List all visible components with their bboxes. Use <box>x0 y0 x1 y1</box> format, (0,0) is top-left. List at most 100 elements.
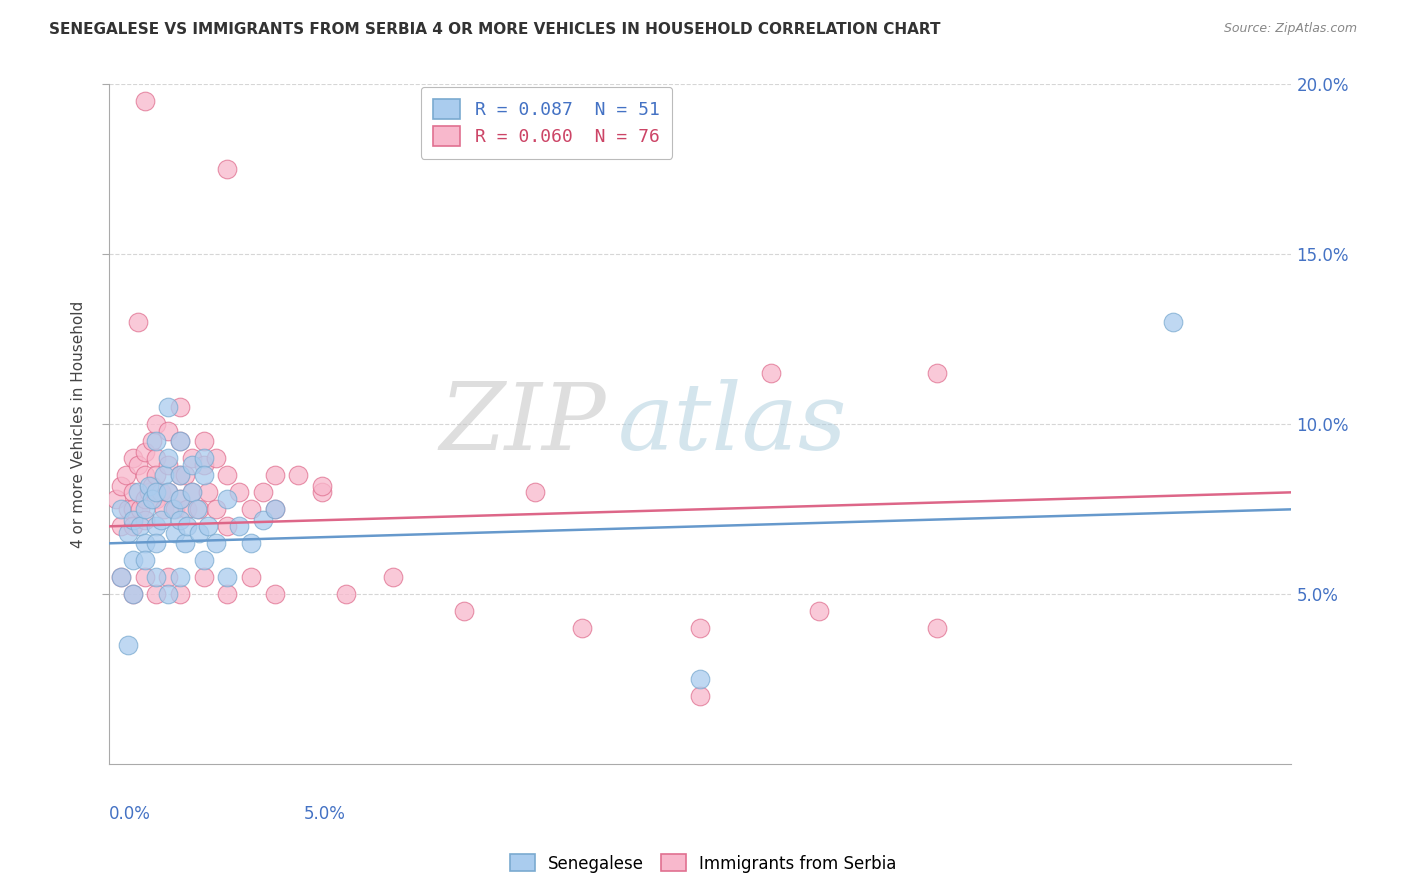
Point <box>311 485 333 500</box>
Point <box>152 502 174 516</box>
Text: SENEGALESE VS IMMIGRANTS FROM SERBIA 4 OR MORE VEHICLES IN HOUSEHOLD CORRELATION: SENEGALESE VS IMMIGRANTS FROM SERBIA 4 O… <box>49 22 941 37</box>
Point <box>145 485 167 500</box>
Point <box>173 536 195 550</box>
Point <box>240 502 263 516</box>
Point <box>186 502 208 516</box>
Point <box>121 519 143 533</box>
Point <box>761 367 783 381</box>
Point <box>188 526 211 541</box>
Point <box>162 502 184 516</box>
Point <box>141 434 163 449</box>
Point <box>110 519 132 533</box>
Point <box>311 478 333 492</box>
Point <box>263 502 285 516</box>
Point <box>1161 315 1184 329</box>
Point <box>121 485 143 500</box>
Point <box>204 451 226 466</box>
Point <box>204 502 226 516</box>
Point <box>134 536 156 550</box>
Legend: Senegalese, Immigrants from Serbia: Senegalese, Immigrants from Serbia <box>503 847 903 880</box>
Point <box>169 434 191 449</box>
Point <box>127 458 149 472</box>
Point <box>169 587 191 601</box>
Point <box>157 401 180 415</box>
Point <box>145 570 167 584</box>
Point <box>263 502 285 516</box>
Point <box>240 536 263 550</box>
Point <box>925 621 948 635</box>
Point <box>240 570 263 584</box>
Point <box>145 451 167 466</box>
Point <box>157 485 180 500</box>
Point <box>193 468 215 483</box>
Point <box>381 570 404 584</box>
Point <box>127 485 149 500</box>
Point <box>169 401 191 415</box>
Point <box>180 485 202 500</box>
Point <box>141 492 163 507</box>
Point <box>150 485 173 500</box>
Point <box>110 570 132 584</box>
Point <box>145 468 167 483</box>
Point <box>150 512 173 526</box>
Point <box>145 519 167 533</box>
Point <box>217 587 239 601</box>
Point <box>105 492 128 507</box>
Point <box>287 468 309 483</box>
Point <box>157 451 180 466</box>
Point <box>157 570 180 584</box>
Point <box>217 570 239 584</box>
Point <box>134 502 156 516</box>
Point <box>176 519 198 533</box>
Point <box>152 468 174 483</box>
Point <box>165 526 187 541</box>
Point <box>217 519 239 533</box>
Point <box>807 604 830 618</box>
Point <box>157 458 180 472</box>
Point <box>128 519 150 533</box>
Point <box>169 512 191 526</box>
Point <box>176 502 198 516</box>
Point <box>689 621 711 635</box>
Point <box>217 492 239 507</box>
Point <box>335 587 357 601</box>
Point <box>138 485 160 500</box>
Point <box>193 570 215 584</box>
Point <box>128 502 150 516</box>
Point <box>193 458 215 472</box>
Point <box>217 162 239 177</box>
Point <box>134 468 156 483</box>
Point <box>157 587 180 601</box>
Point <box>157 485 180 500</box>
Point <box>453 604 475 618</box>
Point <box>180 451 202 466</box>
Point <box>925 367 948 381</box>
Point <box>217 468 239 483</box>
Point <box>127 315 149 329</box>
Point <box>523 485 546 500</box>
Point <box>169 492 191 507</box>
Text: atlas: atlas <box>617 379 846 469</box>
Point <box>263 468 285 483</box>
Point <box>197 519 219 533</box>
Point <box>134 95 156 109</box>
Point <box>188 502 211 516</box>
Point <box>228 519 250 533</box>
Point <box>117 526 139 541</box>
Point <box>689 690 711 704</box>
Point <box>114 468 136 483</box>
Point <box>121 451 143 466</box>
Point <box>193 553 215 567</box>
Point <box>121 587 143 601</box>
Point <box>252 485 274 500</box>
Point <box>165 502 187 516</box>
Point <box>145 587 167 601</box>
Point <box>145 536 167 550</box>
Point <box>134 512 156 526</box>
Text: Source: ZipAtlas.com: Source: ZipAtlas.com <box>1223 22 1357 36</box>
Point <box>134 570 156 584</box>
Point <box>117 502 139 516</box>
Point <box>110 570 132 584</box>
Text: ZIP: ZIP <box>439 379 606 469</box>
Point <box>117 638 139 652</box>
